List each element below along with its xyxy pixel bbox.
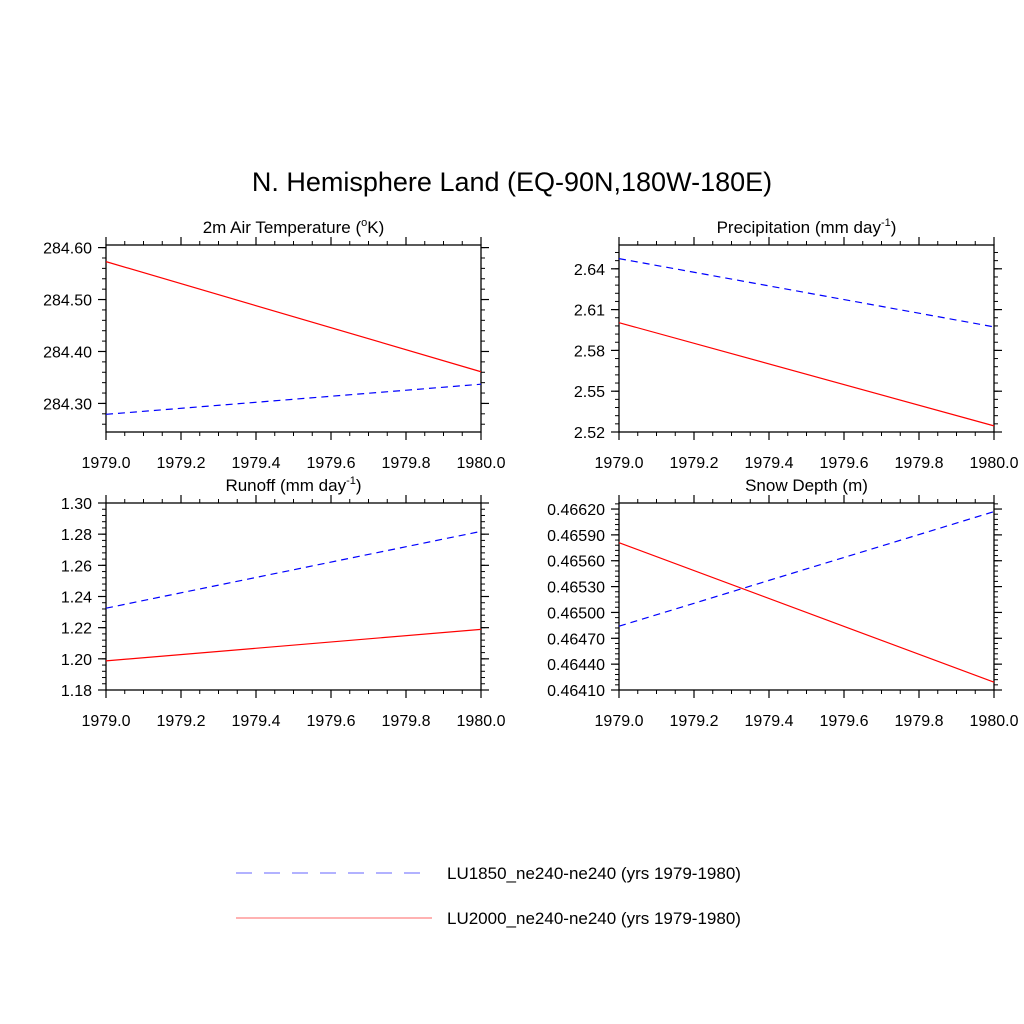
- panel-3: Runoff (mm day-1) 1979.0 1979.2 1979.4 1979.…: [61, 475, 506, 730]
- x-tick-label: 1979.0: [82, 713, 131, 730]
- plot-frame: [105, 244, 482, 433]
- panel-title: Snow Depth (m): [745, 476, 868, 495]
- y-tick-label: 0.46410: [547, 683, 605, 700]
- legend: LU1850_ne240-ne240 (yrs 1979-1980) LU2000…: [236, 864, 741, 928]
- y-tick-label: 1.30: [61, 496, 92, 513]
- panel-1: 2m Air Temperature (oK) 1979.0 1979.2 1979.…: [43, 217, 506, 472]
- panel-title-sup: -1: [346, 475, 356, 487]
- panel-title: Runoff (mm day-1): [225, 475, 361, 495]
- y-tick-label: 0.46530: [547, 580, 605, 597]
- figure-title: N. Hemisphere Land (EQ-90N,180W-180E): [252, 167, 772, 197]
- series-line-2: [618, 322, 995, 427]
- y-tick-label: 2.64: [574, 262, 605, 279]
- x-tick-label: 1979.6: [307, 455, 356, 472]
- x-tick-label: 1980.0: [457, 455, 506, 472]
- plot-frame: [105, 502, 482, 691]
- y-tick-label: 0.46590: [547, 528, 605, 545]
- x-tick-label: 1979.6: [307, 713, 356, 730]
- x-tick-label: 1979.2: [157, 455, 206, 472]
- y-tick-label: 284.50: [43, 293, 92, 310]
- y-tick-label: 2.55: [574, 384, 605, 401]
- x-tick-label: 1979.6: [820, 455, 869, 472]
- x-tick-label: 1980.0: [970, 713, 1019, 730]
- y-tick-label: 1.20: [61, 652, 92, 669]
- series-line-2: [105, 261, 482, 373]
- y-tick-label: 0.46440: [547, 657, 605, 674]
- x-tick-label: 1979.4: [745, 713, 794, 730]
- y-tick-label: 284.40: [43, 344, 92, 361]
- x-tick-label: 1979.0: [595, 455, 644, 472]
- legend-label-1: LU1850_ne240-ne240 (yrs 1979-1980): [447, 864, 741, 883]
- series-line-1: [618, 258, 995, 328]
- y-tick-label: 1.28: [61, 527, 92, 544]
- y-tick-label: 284.30: [43, 396, 92, 413]
- panel-title: 2m Air Temperature (oK): [203, 217, 385, 237]
- legend-label-2: LU2000_ne240-ne240 (yrs 1979-1980): [447, 909, 741, 928]
- series-line-2: [618, 542, 995, 683]
- panel-title-sup: o: [361, 217, 367, 229]
- x-tick-label: 1979.4: [745, 455, 794, 472]
- panel-title-sup: -1: [881, 217, 891, 229]
- y-tick-label: 0.46500: [547, 605, 605, 622]
- panel-title: Precipitation (mm day-1): [717, 217, 897, 237]
- series-line-1: [105, 383, 482, 415]
- panel-2: Precipitation (mm day-1) 1979.0 1979.2 1979…: [574, 217, 1019, 472]
- y-tick-label: 1.24: [61, 590, 92, 607]
- y-tick-label: 1.22: [61, 621, 92, 638]
- y-tick-label: 2.61: [574, 303, 605, 320]
- panel-title-rest: ): [891, 218, 897, 237]
- panel-title-main: 2m Air Temperature (: [203, 218, 362, 237]
- y-tick-label: 2.58: [574, 343, 605, 360]
- y-tick-label: 284.60: [43, 241, 92, 258]
- panel-4: Snow Depth (m) 1979.0 1979.2 1979.4 1979.6 19…: [547, 476, 1018, 730]
- series-line-1: [105, 530, 482, 609]
- x-tick-label: 1979.8: [895, 455, 944, 472]
- plot-frame: [618, 502, 995, 691]
- x-tick-label: 1979.4: [232, 713, 281, 730]
- panel-title-main: Snow Depth (m): [745, 476, 868, 495]
- panel-title-main: Precipitation (mm day: [717, 218, 882, 237]
- x-tick-label: 1979.8: [382, 455, 431, 472]
- series-line-1: [618, 511, 995, 627]
- x-tick-label: 1979.2: [670, 713, 719, 730]
- y-tick-label: 1.26: [61, 558, 92, 575]
- y-tick-label: 0.46560: [547, 554, 605, 571]
- y-tick-label: 0.46620: [547, 502, 605, 519]
- x-tick-label: 1979.2: [670, 455, 719, 472]
- panel-title-rest: K): [367, 218, 384, 237]
- y-tick-label: 1.18: [61, 683, 92, 700]
- x-tick-label: 1980.0: [457, 713, 506, 730]
- x-tick-label: 1979.8: [895, 713, 944, 730]
- y-tick-label: 0.46470: [547, 631, 605, 648]
- panel-title-main: Runoff (mm day: [225, 476, 346, 495]
- y-tick-label: 2.52: [574, 425, 605, 442]
- x-tick-label: 1979.0: [595, 713, 644, 730]
- x-tick-label: 1979.8: [382, 713, 431, 730]
- panels: 2m Air Temperature (oK) 1979.0 1979.2 1979.…: [43, 217, 1019, 730]
- panel-title-rest: ): [356, 476, 362, 495]
- x-tick-label: 1979.4: [232, 455, 281, 472]
- x-tick-label: 1979.2: [157, 713, 206, 730]
- x-tick-label: 1979.0: [82, 455, 131, 472]
- x-tick-label: 1979.6: [820, 713, 869, 730]
- series-line-2: [105, 628, 482, 662]
- x-tick-label: 1980.0: [970, 455, 1019, 472]
